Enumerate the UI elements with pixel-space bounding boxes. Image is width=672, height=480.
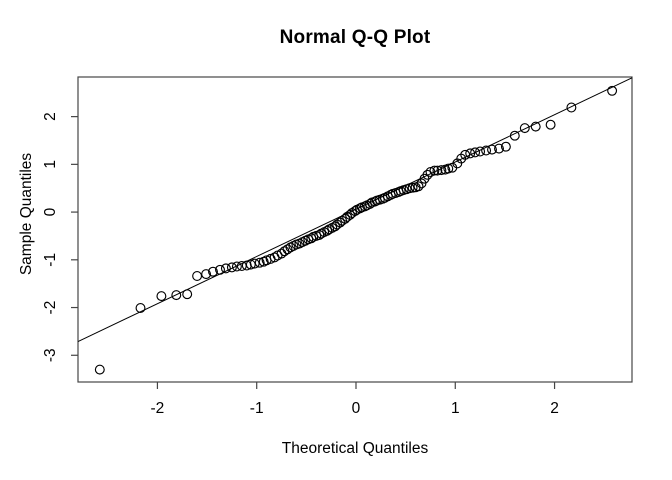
data-point (566, 102, 577, 113)
data-point (171, 290, 182, 301)
data-point (94, 364, 105, 375)
data-point (182, 289, 193, 300)
data-point (545, 119, 556, 130)
data-point (156, 291, 167, 302)
data-point (201, 269, 212, 280)
x-tick-label: 1 (451, 400, 460, 417)
data-point (407, 182, 418, 193)
data-point (241, 260, 252, 271)
data-point (192, 271, 203, 281)
y-tick-label: 1 (42, 160, 59, 169)
data-point (487, 144, 497, 155)
plot-border (77, 76, 633, 383)
chart-title: Normal Q-Q Plot (279, 27, 431, 48)
data-point (470, 147, 481, 158)
y-tick-label: 2 (42, 112, 59, 121)
data-point (314, 230, 325, 240)
data-point (254, 257, 265, 268)
data-point (208, 266, 218, 277)
y-tick-label: -1 (42, 253, 59, 267)
data-point (347, 208, 357, 218)
data-point (481, 145, 492, 156)
data-point (494, 143, 504, 154)
data-point (249, 258, 260, 269)
data-point (460, 149, 471, 160)
x-tick-label: 0 (352, 400, 361, 417)
data-point (432, 165, 443, 176)
x-axis-title: Theoretical Quantiles (281, 440, 429, 457)
data-point (443, 163, 454, 174)
data-point (282, 244, 293, 255)
data-point (355, 203, 365, 214)
data-point (413, 181, 424, 192)
data-point (231, 261, 242, 272)
data-point (220, 263, 231, 274)
y-tick-label: 0 (42, 207, 59, 216)
data-point (429, 165, 440, 176)
data-point (135, 303, 146, 313)
data-point (322, 225, 333, 236)
data-point (465, 148, 476, 159)
x-tick-label: -1 (250, 400, 264, 417)
y-tick-label: -3 (42, 348, 59, 362)
x-tick-label: 2 (550, 400, 559, 417)
data-point (436, 165, 447, 176)
y-tick-label: -2 (42, 301, 59, 315)
data-point (607, 85, 618, 96)
data-point (215, 264, 225, 275)
data-point (226, 262, 237, 273)
data-point (475, 146, 486, 157)
x-tick-label: -2 (151, 400, 165, 417)
data-point (500, 141, 511, 152)
data-point (519, 123, 530, 134)
data-point (530, 121, 541, 132)
data-point (509, 130, 520, 141)
y-axis-title: Sample Quantiles (18, 152, 35, 276)
